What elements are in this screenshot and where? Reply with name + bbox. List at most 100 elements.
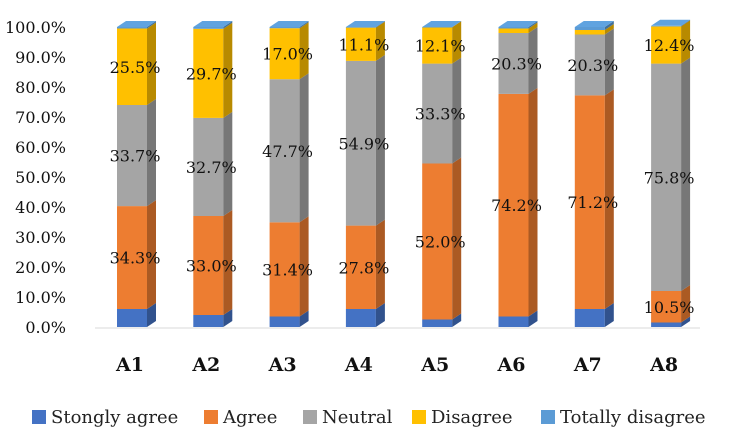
y-tick-label: 40.0% — [15, 198, 66, 217]
bar-segment — [422, 21, 462, 28]
bar-segment — [345, 21, 385, 61]
bar-segment-side — [528, 22, 538, 33]
bar-segment-front — [651, 26, 682, 64]
bar-segment-front — [117, 28, 147, 105]
bar-segment — [574, 303, 614, 327]
bar-segment-side — [528, 21, 538, 29]
legend-item: Disagree — [412, 407, 513, 428]
bar-segment-front — [422, 27, 453, 64]
y-tick-label: 50.0% — [15, 168, 66, 187]
legend-swatch — [541, 410, 555, 424]
bar-segment-front — [117, 206, 147, 309]
bar-segment — [422, 157, 462, 320]
bar-segment-front — [193, 117, 224, 216]
data-label: 54.9% — [338, 134, 389, 153]
legend-label: Neutral — [322, 407, 393, 428]
bar-segment-front — [269, 222, 300, 317]
data-label: 74.2% — [491, 196, 542, 215]
bar-segment-front — [651, 322, 682, 327]
y-tick-label: 90.0% — [15, 48, 66, 67]
legend-item: Totally disagree — [541, 407, 706, 428]
bar-segment-side — [223, 210, 233, 315]
bar-segment-side — [452, 313, 462, 327]
bar-segment — [422, 57, 462, 164]
bar-segment — [345, 21, 385, 28]
x-category-label: A1 — [115, 354, 144, 376]
data-label: 52.0% — [415, 233, 466, 252]
bar-segment-front — [498, 27, 529, 29]
bar-segment-front — [651, 63, 682, 291]
bar-segment-front — [574, 30, 605, 35]
bar-segment-side — [375, 219, 385, 309]
bar-segment-front — [345, 27, 376, 61]
bar-segment-side — [681, 19, 691, 27]
data-label: 33.3% — [415, 105, 466, 124]
bar-segment-side — [604, 89, 614, 310]
data-label: 33.7% — [110, 147, 161, 166]
bar-segment — [269, 216, 309, 317]
bar-segment — [422, 21, 462, 64]
bar-segment-side — [223, 111, 233, 216]
bar-segment-side — [223, 21, 233, 29]
bar-segment-side — [299, 22, 309, 80]
legend-swatch — [204, 410, 218, 424]
legend-swatch — [303, 410, 317, 424]
data-label: 27.8% — [338, 258, 389, 277]
bar-segment-front — [269, 316, 300, 327]
data-label: 33.0% — [186, 257, 237, 276]
bar-segment-front — [574, 27, 605, 30]
bar-segment-side — [452, 21, 462, 28]
bar-segment-side — [528, 310, 538, 327]
bar-segment-side — [604, 24, 614, 35]
bar-segment — [193, 111, 233, 216]
bar-segment-side — [375, 303, 385, 327]
legend-label: Totally disagree — [560, 407, 706, 428]
bar-segment — [574, 24, 614, 35]
data-label: 34.3% — [110, 249, 161, 268]
bar-segment-side — [604, 28, 614, 96]
y-tick-label: 100.0% — [5, 18, 66, 37]
bar-segment — [345, 54, 385, 226]
bar-top-face — [498, 21, 538, 27]
data-label: 25.5% — [110, 58, 161, 77]
bar-segment — [498, 87, 538, 317]
bar-segment-side — [452, 157, 462, 320]
bar-segment-side — [299, 216, 309, 317]
y-axis: 0.0% 10.0% 20.0% 30.0% 40.0% 50.0% 60.0% 70.0% 8… — [5, 18, 700, 337]
bar-segment-front — [193, 216, 224, 315]
data-label: 47.7% — [262, 142, 313, 161]
y-tick-label: 70.0% — [15, 108, 66, 127]
bar-segment — [269, 310, 309, 327]
data-labels: 34.3% 33.7% 25.5% 33.0% 32.7% 29.7% 31.4% 47.7%… — [110, 35, 695, 317]
bar-segment — [193, 21, 233, 29]
bar-segment — [117, 200, 156, 309]
bar-segment — [269, 21, 309, 29]
bar-segment-side — [604, 21, 614, 30]
bar-segment-front — [269, 79, 300, 223]
bar-segment — [651, 316, 691, 327]
bar-top-face — [574, 21, 614, 27]
bar-segment-front — [498, 28, 529, 33]
bar-segment — [651, 57, 691, 291]
bar-segment — [498, 22, 538, 33]
legend-label: Disagree — [431, 407, 513, 428]
bar-segment-side — [375, 21, 385, 61]
bar-segment-side — [681, 57, 691, 291]
bar-top-face — [422, 21, 462, 27]
bar-segment — [193, 22, 233, 118]
bar-segment-side — [375, 21, 385, 28]
bar-segment-side — [681, 285, 691, 323]
y-tick-label: 10.0% — [15, 288, 66, 307]
data-label: 31.4% — [262, 260, 313, 279]
bar-segment-front — [117, 105, 147, 207]
bar-segment-front — [574, 34, 605, 96]
bar-segment — [574, 21, 614, 30]
bar-segment-side — [299, 73, 309, 223]
bar-segment — [345, 219, 385, 309]
bar-segment-side — [528, 27, 538, 94]
bar-segment-side — [299, 21, 309, 29]
bar-segment — [117, 22, 156, 105]
bar-segment-side — [452, 57, 462, 164]
bar-segment-side — [147, 21, 156, 29]
legend-item: Agree — [204, 407, 277, 428]
